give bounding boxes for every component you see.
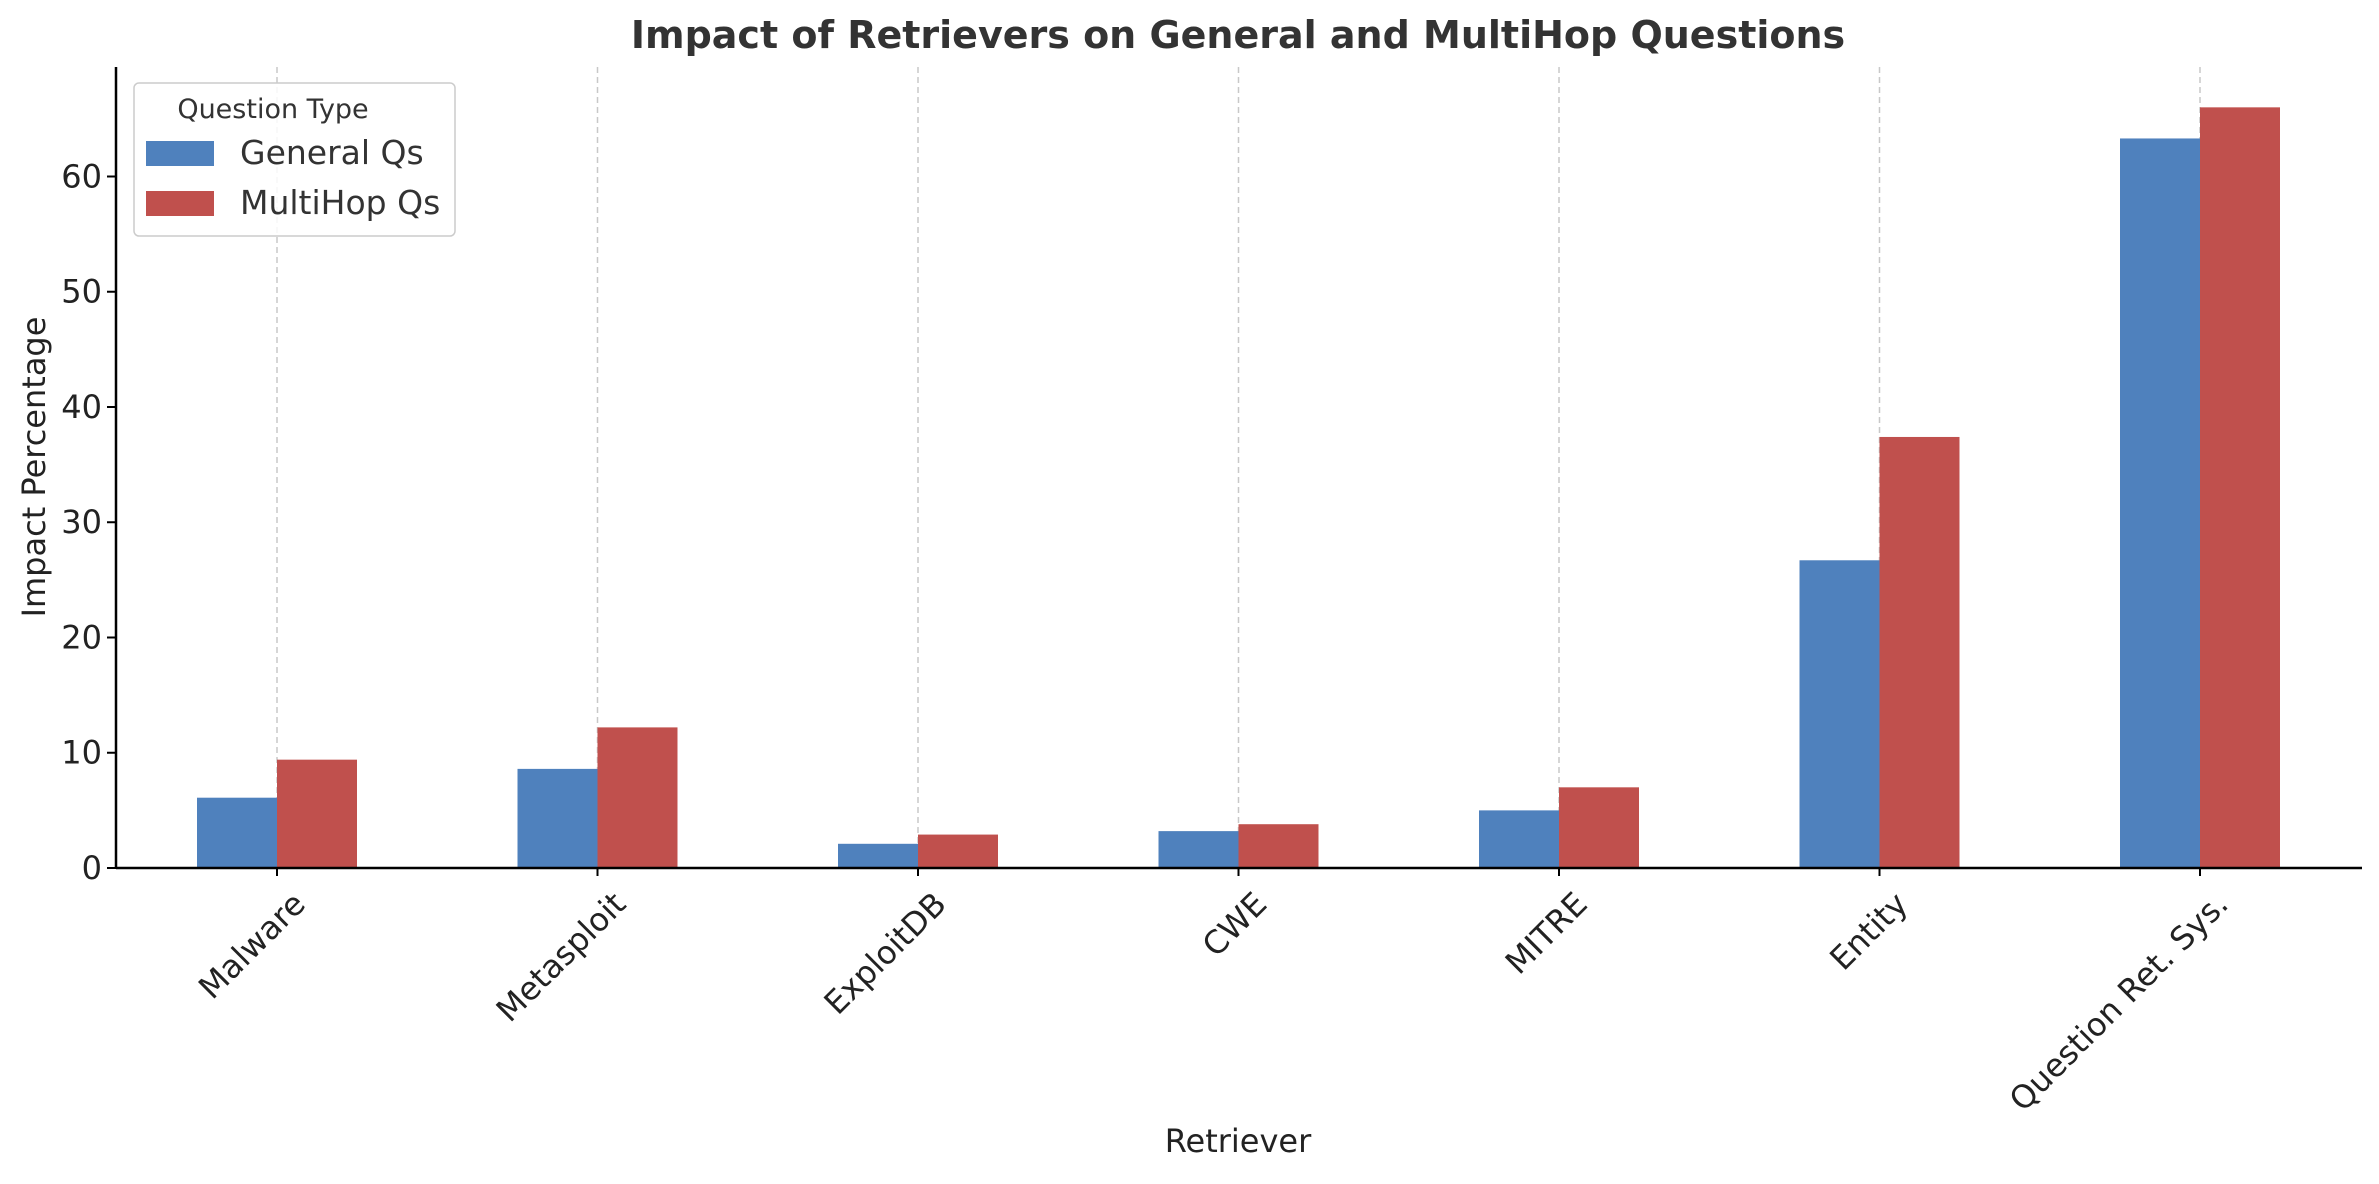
bar-multihop-qs-metasploit bbox=[597, 727, 678, 868]
y-axis-ticks: 0 10 20 30 40 50 60 bbox=[61, 157, 116, 887]
y-axis-label: Impact Percentage bbox=[15, 317, 53, 618]
legend-title: Question Type bbox=[177, 94, 368, 125]
legend-swatch bbox=[146, 191, 214, 216]
bar-multihop-qs-malware bbox=[277, 759, 357, 868]
x-tick-label: MITRE bbox=[1498, 885, 1595, 982]
legend-box bbox=[133, 82, 456, 237]
bar-multihop-qs-exploitdb bbox=[918, 834, 998, 868]
x-axis-label: Retriever bbox=[1165, 1122, 1312, 1160]
bar-multihop-qs-entity bbox=[1879, 436, 1960, 868]
bar-general-qs-metasploit bbox=[517, 768, 598, 868]
legend: Question Type General Qs MultiHop Qs bbox=[133, 82, 456, 237]
legend-entries: General Qs MultiHop Qs bbox=[146, 133, 440, 222]
legend-swatch bbox=[146, 141, 214, 166]
legend-label: MultiHop Qs bbox=[240, 183, 440, 222]
bar-multihop-qs-mitre bbox=[1559, 787, 1639, 868]
bar-multihop-qs-cwe bbox=[1238, 824, 1319, 868]
y-tick-label: 40 bbox=[61, 388, 102, 426]
x-tick-label: Entity bbox=[1822, 885, 1915, 978]
y-tick-label: 60 bbox=[61, 157, 102, 195]
bar-general-qs-mitre bbox=[1479, 810, 1559, 868]
bar-general-qs-exploitdb bbox=[838, 843, 918, 868]
x-axis-ticks: Malware Metasploit ExploitDB CWE MITRE Entity… bbox=[191, 868, 2236, 1119]
bar-general-qs-entity bbox=[1799, 560, 1880, 868]
bar-multihop-qs-question-ret-sys- bbox=[2200, 107, 2280, 868]
bars bbox=[197, 107, 2280, 868]
y-tick-label: 30 bbox=[61, 503, 102, 541]
bar-general-qs-malware bbox=[197, 797, 277, 868]
chart-title: Impact of Retrievers on General and Mult… bbox=[631, 13, 1845, 57]
bar-general-qs-cwe bbox=[1158, 831, 1239, 868]
bar-general-qs-question-ret-sys- bbox=[2120, 138, 2200, 868]
x-tick-label: Question Ret. Sys. bbox=[2002, 885, 2236, 1119]
y-tick-label: 0 bbox=[82, 849, 102, 887]
x-tick-label: ExploitDB bbox=[817, 885, 954, 1022]
y-tick-label: 10 bbox=[61, 734, 102, 772]
x-tick-label: CWE bbox=[1195, 885, 1274, 964]
x-tick-label: Metasploit bbox=[489, 885, 633, 1029]
y-tick-label: 50 bbox=[61, 273, 102, 311]
y-tick-label: 20 bbox=[61, 618, 102, 656]
legend-label: General Qs bbox=[240, 133, 424, 172]
x-tick-label: Malware bbox=[191, 885, 313, 1007]
